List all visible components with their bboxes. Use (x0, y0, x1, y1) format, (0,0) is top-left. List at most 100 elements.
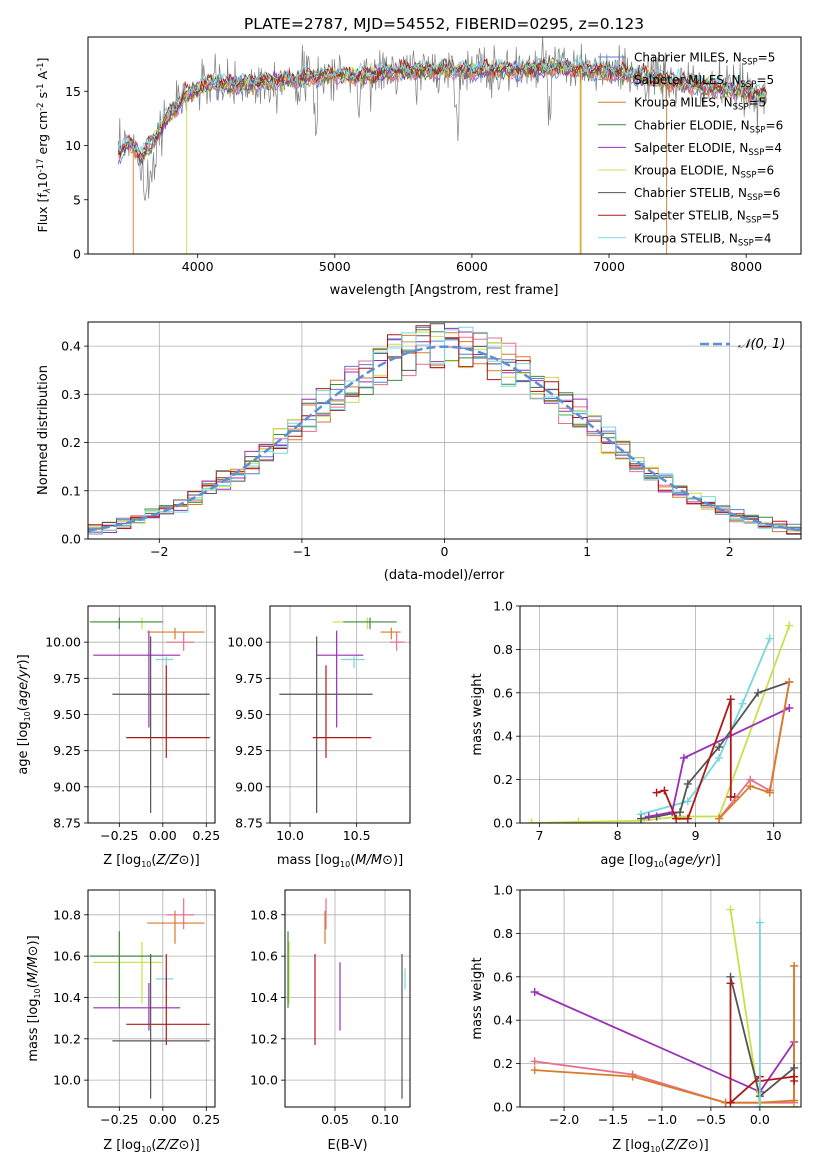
weight-marker (530, 987, 539, 996)
axes-frame (519, 605, 802, 824)
axes-frame (519, 889, 802, 1108)
weight-marker (765, 634, 774, 643)
y-tick-label: 10.2 (53, 1031, 81, 1046)
weight-marker (755, 1103, 764, 1107)
y-tick-label: 9.75 (235, 671, 263, 686)
weight-marker (790, 1103, 799, 1107)
weight-marker (660, 786, 669, 795)
y-tick-label: 10.2 (250, 1031, 278, 1046)
y-tick-label: 5 (73, 192, 81, 207)
y-tick-label: 10.8 (250, 907, 278, 922)
x-axis-label: E(B-V) (327, 1138, 367, 1153)
y-tick-label: 0.6 (493, 969, 513, 984)
x-tick-label: 0.0 (750, 1112, 770, 1127)
legend-label: Kroupa ELODIE, NSSP=6 (634, 164, 774, 181)
plot-area (270, 606, 410, 823)
x-tick-label: 10 (766, 828, 782, 843)
y-axis-label: mass weight (470, 673, 485, 755)
spectrum-legend: Chabrier MILES, NSSP=5 Salpeter MILES, NS… (598, 51, 783, 248)
y-tick-label: 0.2 (493, 1056, 513, 1071)
x-tick-label: 5000 (319, 259, 351, 274)
weight-marker (738, 699, 747, 708)
y-axis-label: mass weight (470, 957, 485, 1039)
plot-area (88, 322, 801, 539)
x-tick-label: 0.10 (371, 1112, 399, 1127)
x-tick-label: 4000 (182, 259, 214, 274)
x-axis-label: Z [log10(Z/Z⊙)] (103, 1138, 199, 1154)
weight-line-chabrier-stelib (640, 681, 790, 820)
weight-marker (652, 812, 661, 821)
weight-marker (574, 817, 583, 823)
weight-marker (715, 743, 724, 752)
weight-marker (652, 788, 661, 797)
x-tick-label: 0.00 (149, 1112, 177, 1127)
y-tick-label: 0.4 (493, 1013, 513, 1028)
y-tick-label: 0.1 (61, 483, 81, 498)
weight-marker (790, 961, 799, 970)
y-tick-label: 8.75 (235, 816, 263, 831)
x-tick-label: 7000 (593, 259, 625, 274)
weight-marker (726, 695, 735, 704)
axes-frame (87, 321, 802, 540)
weight-marker (726, 979, 735, 988)
plot-area (88, 606, 215, 823)
model-line-chabrier-stelib (117, 55, 767, 165)
y-tick-label: 15 (65, 84, 81, 99)
x-tick-label: 0 (441, 544, 449, 559)
y-tick-label: 0.2 (61, 435, 81, 450)
weight-marker (530, 1066, 539, 1075)
legend-label: Chabrier MILES, NSSP=5 (634, 51, 775, 68)
gaussian-reference-line (88, 345, 801, 532)
y-tick-label: 0.4 (61, 339, 81, 354)
y-tick-label: 9.50 (53, 707, 81, 722)
y-tick-label: 9.00 (53, 779, 81, 794)
plot-area (117, 37, 767, 254)
y-tick-label: 0.6 (493, 685, 513, 700)
y-tick-label: 0.3 (61, 387, 81, 402)
weight-marker (746, 782, 755, 791)
legend-label: Salpeter STELIB, NSSP=5 (634, 209, 779, 226)
legend-label: Salpeter ELODIE, NSSP=4 (634, 141, 782, 158)
plot-area (520, 890, 801, 1107)
y-tick-label: 0.0 (61, 532, 81, 547)
y-tick-label: 9.50 (235, 707, 263, 722)
weight-line-kroupa-elodie (729, 909, 795, 1107)
weight-marker (683, 797, 692, 806)
weight-marker (644, 812, 653, 821)
panel-age_vs_Z: −0.25 0.00 0.25 8.75 9.00 9.25 9.50 9.75 10.00 Z … (16, 605, 220, 869)
x-axis-label: mass [log10(M/M⊙)] (277, 853, 403, 869)
x-tick-label: 0.25 (192, 1112, 220, 1127)
y-tick-label: 10.00 (45, 635, 81, 650)
weight-marker (785, 703, 794, 712)
weight-line-salpeter-elodie (534, 991, 795, 1107)
x-tick-label: −1.0 (647, 1112, 677, 1127)
y-axis-label: Normed distribution (36, 365, 51, 495)
y-tick-label: 1.0 (493, 599, 513, 614)
weight-marker (785, 677, 794, 686)
y-tick-label: 10.6 (53, 949, 81, 964)
weight-line-salpeter-miles (534, 966, 795, 1104)
legend-label: Kroupa MILES, NSSP=5 (634, 96, 766, 113)
x-axis-label: (data-model)/error (384, 568, 505, 583)
y-tick-label: 10.0 (53, 1073, 81, 1088)
weight-marker (530, 1057, 539, 1066)
y-tick-label: 8.75 (53, 816, 81, 831)
x-tick-label: −0.25 (100, 828, 138, 843)
x-tick-label: 2 (726, 544, 734, 559)
x-tick-label: −2 (150, 544, 168, 559)
y-tick-label: 10.00 (227, 635, 263, 650)
weight-marker (683, 814, 692, 823)
panel-residuals: −2 −1 0 1 2 0.0 0.1 0.2 0.3 0.4 𝒩(0, 1) (data-model… (36, 321, 802, 583)
x-tick-label: 10.0 (276, 828, 304, 843)
plot-area (88, 890, 215, 1107)
weight-marker (679, 753, 688, 762)
panel-mass_vs_EBV: 0.05 0.10 10.0 10.2 10.4 10.6 10.8 E(B-V) (250, 889, 411, 1153)
legend-label: Chabrier ELODIE, NSSP=6 (634, 118, 783, 135)
weight-marker (683, 779, 692, 788)
y-tick-label: 9.75 (53, 671, 81, 686)
axes-frame (269, 605, 411, 824)
y-tick-label: 10.6 (250, 949, 278, 964)
y-tick-label: 0.8 (493, 926, 513, 941)
model-line-kroupa-stelib (117, 54, 767, 154)
